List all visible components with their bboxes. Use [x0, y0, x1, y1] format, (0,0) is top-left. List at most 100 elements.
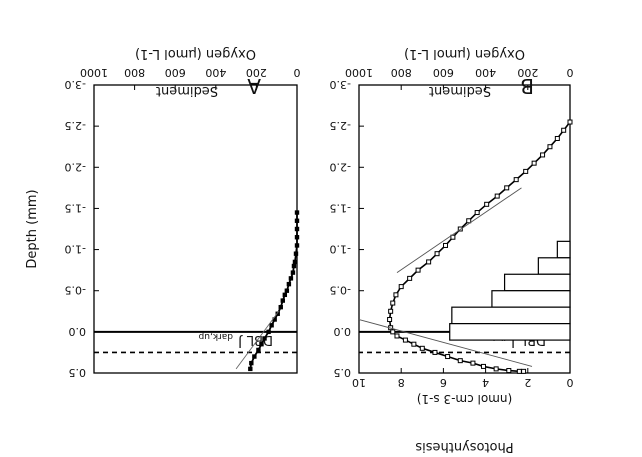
panel-a-data-point — [291, 263, 297, 269]
panel-a-depth-tick-label: -2.0 — [65, 160, 86, 173]
panel-b-sediment-label: Sediment — [429, 83, 491, 98]
panel-b-depth-tick-label: -2.0 — [330, 160, 351, 173]
panel-b-data-point — [547, 144, 553, 150]
panel-b-data-point — [474, 210, 480, 216]
panel-b-data-point — [466, 218, 472, 224]
panel-a-data-point — [259, 342, 264, 347]
panel-a-data-point — [282, 292, 288, 298]
panel-b-flux-line — [358, 319, 533, 367]
panel-a-data-point — [294, 243, 300, 248]
panel-a-depth-tick-label: -1.0 — [65, 243, 86, 256]
panel-b-frame — [358, 84, 571, 374]
panel-b-data-point — [445, 354, 451, 360]
panel-b-panel-letter: B — [520, 74, 534, 98]
panel-a-data-point — [275, 311, 280, 316]
panel-a-data-point — [294, 235, 300, 240]
panel-b-data-point — [411, 341, 417, 347]
panel-a-data-point — [286, 281, 292, 287]
panel-b-data-point — [402, 337, 408, 343]
panel-a-data-point — [294, 210, 300, 215]
panel-a-oxygen-tick-label: 400 — [205, 66, 226, 79]
panel-a-data-point — [290, 270, 296, 275]
panel-b-data-point — [516, 368, 522, 374]
panel-a-data-point — [262, 336, 267, 341]
panel-b-depth-tick-label: -2.5 — [330, 119, 351, 132]
panel-b-data-point — [504, 185, 510, 191]
panel-a-data-point — [294, 226, 300, 232]
panel-b-data-point — [432, 349, 438, 355]
panel-a-flux-fit-line — [235, 311, 280, 370]
panel-b-data-point — [513, 177, 519, 183]
panel-a-data-point — [284, 288, 290, 293]
panel-b-oxygen-tick-label: 600 — [433, 66, 454, 79]
panel-b-oxygen-tick-label: 1000 — [345, 66, 373, 79]
panel-a-flux-label: J — [238, 334, 243, 349]
panel-a-data-point — [249, 360, 254, 366]
panel-a-data-point — [280, 298, 285, 303]
panel-a-data-point — [278, 304, 283, 310]
panel-a-data-point — [269, 323, 274, 328]
panel-a-data-point — [266, 329, 271, 335]
panel-b-photosynthesis-tick-label: 6 — [440, 376, 447, 389]
panel-a-panel-letter: A — [247, 74, 261, 98]
panel-a-data-point — [288, 276, 294, 281]
panel-b-data-point — [426, 259, 432, 265]
panel-b-data-point — [387, 317, 393, 323]
panel-a-depth-tick-label: -3.0 — [65, 78, 86, 91]
panel-b-photosynthesis-tick-label: 2 — [524, 376, 531, 389]
rotated-figure-group: 0 200 400 600 800 1000 Oxygen (μmol L-1) -3.0 -2… — [25, 46, 574, 454]
panel-b-data-point — [394, 333, 400, 339]
panel-b-data-point — [521, 368, 527, 374]
panel-b-depth-tick-label: -3.0 — [330, 78, 351, 91]
panel-a-oxygen-tick-label: 0 — [294, 66, 301, 79]
panel-a-sediment-label: Sediment — [156, 83, 218, 98]
panel-b-data-point — [388, 308, 394, 314]
panel-b-oxygen-tick-label: 800 — [391, 66, 412, 79]
panel-b-data-point — [393, 292, 399, 298]
panel-a-flux-subscript: dark,up — [198, 331, 233, 341]
panel-b-oxygen-tick-label: 200 — [517, 66, 538, 79]
panel-a-oxygen-axis-label: Oxygen (μmol L-1) — [135, 46, 256, 61]
panel-b-photosynthesis-tick-label: 0 — [567, 376, 574, 389]
panel-b-data-point — [419, 345, 425, 351]
panel-b-data-point — [540, 152, 546, 158]
panel-b-oxygen-tick-label: 400 — [475, 66, 496, 79]
panel-b-data-point — [457, 358, 463, 364]
panel-b-depth-tick-label: 0.0 — [334, 325, 352, 338]
panel-b-data-point — [415, 267, 421, 273]
panel-b-flux-label: J — [511, 334, 516, 349]
panel-b-photosynthesis-bar — [451, 306, 571, 325]
panel-b-data-point — [531, 160, 537, 166]
panel-b-data-point — [450, 234, 456, 240]
panel-b-data-point — [567, 119, 573, 125]
panel-a-data-point — [294, 218, 300, 223]
panel-b-data-point — [390, 329, 396, 335]
panel-b-data-point — [470, 360, 476, 366]
panel-b: 0 200 400 600 800 1000 Oxygen (μmol L-1) -3.0 -2… — [330, 46, 574, 406]
panel-a-depth-tick-label: -2.5 — [65, 119, 86, 132]
panel-a-data-point — [272, 317, 277, 322]
panel-b-data-point — [506, 368, 512, 374]
panel-a-oxygen-tick-label: 1000 — [80, 66, 108, 79]
panel-b-fit-line — [396, 187, 522, 273]
panel-a-data-point — [252, 354, 257, 359]
panel-b-photosynthesis-bar — [556, 240, 571, 259]
panel-b-photosynthesis-bar — [491, 290, 571, 308]
panel-b-data-point — [434, 251, 440, 257]
panel-b-depth-tick-label: -0.5 — [330, 284, 351, 297]
panel-a: 0 200 400 600 800 1000 Oxygen (μmol L-1) -3.0 -2… — [65, 46, 301, 379]
panel-a-data-point — [256, 347, 261, 353]
panel-b-data-point — [484, 201, 490, 207]
panel-b-photosynthesis-tick-label: 8 — [398, 376, 405, 389]
photosynthesis-axis-title: Photosynthesis — [415, 439, 514, 454]
panel-b-data-point — [523, 168, 529, 174]
panel-b-depth-tick-label: 0.5 — [334, 366, 352, 379]
panel-b-data-point — [480, 363, 486, 369]
panel-b-photosynthesis-unit-label: (nmol cm-3 s-1) — [417, 392, 512, 406]
panel-a-depth-tick-label: 0.0 — [69, 325, 87, 338]
panel-a-data-point — [293, 251, 299, 256]
panel-a-depth-tick-label: -0.5 — [65, 284, 86, 297]
panel-a-oxygen-tick-label: 800 — [124, 66, 145, 79]
panel-a-oxygen-tick-label: 600 — [165, 66, 186, 79]
